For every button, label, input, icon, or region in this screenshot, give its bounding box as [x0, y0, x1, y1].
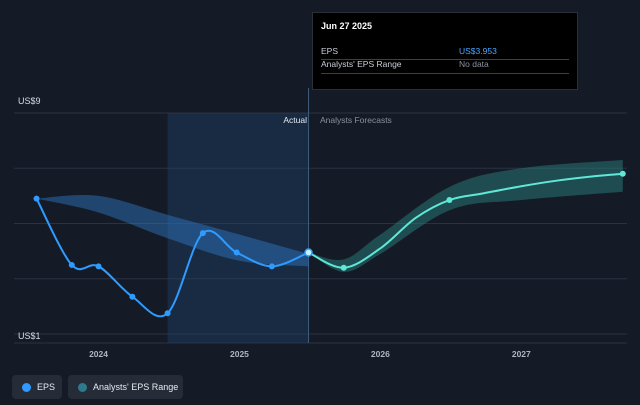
tooltip-range-label: Analysts' EPS Range	[321, 59, 402, 69]
legend-range-button[interactable]: Analysts' EPS Range	[68, 375, 183, 399]
eps-data-point	[199, 230, 206, 237]
eps-data-point	[233, 249, 240, 256]
x-tick-label: 2027	[512, 349, 531, 359]
legend-eps-button[interactable]: EPS	[12, 375, 62, 399]
tooltip-row-eps: EPS US$3.953	[321, 46, 569, 58]
eps-forecast-point	[619, 170, 626, 177]
eps-data-point	[268, 263, 275, 270]
legend-range-label: Analysts' EPS Range	[93, 382, 179, 392]
legend-eps-label: EPS	[37, 382, 56, 392]
x-tick-label: 2024	[89, 349, 108, 359]
eps-range-band-forecast	[308, 159, 623, 272]
actual-region-label: Actual	[283, 115, 307, 125]
y-axis-label-top: US$9	[18, 96, 41, 106]
eps-data-point	[304, 248, 313, 257]
hover-tooltip: Jun 27 2025 EPS US$3.953 Analysts' EPS R…	[312, 12, 578, 90]
forecast-region-label: Analysts Forecasts	[320, 115, 392, 125]
tooltip-separator	[321, 73, 569, 74]
past-year-highlight	[167, 113, 309, 343]
legend-eps-dot	[22, 382, 31, 392]
tooltip-date: Jun 27 2025	[321, 21, 373, 31]
x-axis-ticks: 2024 2025 2026 2027	[89, 349, 531, 359]
eps-forecast-line	[308, 172, 623, 269]
eps-data-point	[95, 263, 102, 270]
eps-range-band-past	[36, 195, 309, 267]
eps-forecast-point	[340, 264, 347, 271]
tooltip-range-value: No data	[459, 59, 489, 69]
grid-lines	[14, 112, 627, 344]
eps-data-point	[129, 293, 136, 300]
legend-range-dot	[78, 382, 87, 392]
x-tick-label: 2025	[230, 349, 249, 359]
eps-data-point	[33, 195, 40, 202]
tooltip-eps-value: US$3.953	[459, 46, 497, 56]
eps-forecast-point	[446, 197, 453, 204]
x-tick-label: 2026	[371, 349, 390, 359]
eps-points	[33, 170, 626, 317]
tooltip-separator	[321, 59, 569, 60]
eps-range-bands	[36, 159, 623, 272]
eps-data-point	[68, 261, 75, 268]
tooltip-row-range: Analysts' EPS Range No data	[321, 59, 569, 71]
eps-data-point	[164, 310, 171, 317]
y-axis-label-bottom: US$1	[18, 331, 41, 341]
tooltip-eps-label: EPS	[321, 46, 339, 56]
